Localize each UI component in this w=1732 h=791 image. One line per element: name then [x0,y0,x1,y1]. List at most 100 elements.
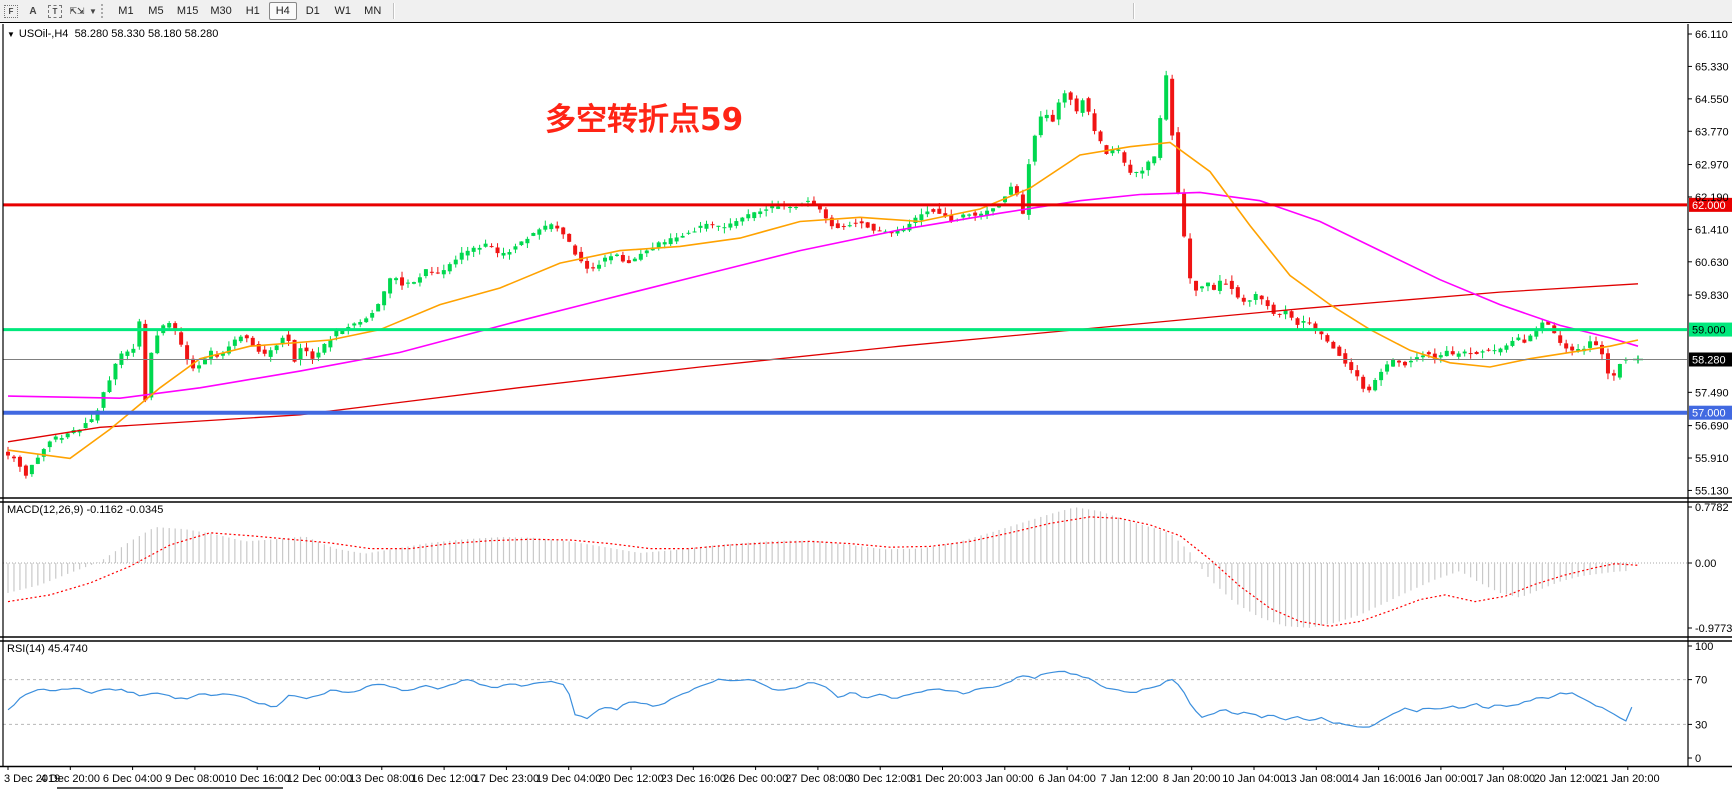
candle [847,225,852,227]
candle [167,323,172,328]
candle [1325,335,1330,342]
candle [471,247,476,252]
candle [1038,116,1043,136]
timeframe-button-MN[interactable]: MN [364,5,382,17]
candle [1588,341,1593,348]
timeframe-button-D1[interactable]: D1 [305,5,320,17]
candle [591,267,596,269]
candle [644,250,649,254]
time-axis-label: 17 Dec 23:00 [474,773,539,785]
price-axis-label: 59.830 [1695,290,1729,302]
candle [579,251,584,262]
candle [65,433,70,438]
candle [692,231,697,233]
timeframe-button-H1[interactable]: H1 [245,5,260,17]
candle [549,224,554,230]
time-axis-label: 27 Dec 08:00 [785,773,850,785]
candle [752,212,757,219]
candle [1140,170,1145,174]
candle [698,225,703,228]
macd-axis-label: -0.9773 [1695,623,1732,635]
candle [244,335,249,339]
candle [1152,156,1157,164]
macd-pane[interactable] [3,507,1688,628]
candle [519,241,524,246]
candle [674,237,679,242]
candle [1594,341,1599,346]
candle [1265,300,1270,307]
candle [1480,351,1485,353]
letter-a-label-icon[interactable]: A [29,5,37,17]
candle [238,336,243,342]
candle [931,209,936,212]
timeframe-button-M30[interactable]: M30 [210,5,232,17]
timeframe-button-W1[interactable]: W1 [334,5,351,17]
candle [1510,340,1515,346]
candle [382,291,387,306]
candle [1247,300,1252,302]
candle [286,334,291,341]
candle [41,449,46,457]
candle [453,259,458,265]
candle [597,264,602,269]
candle [537,229,542,235]
price-pane[interactable] [3,70,1688,479]
timeframe-button-H4[interactable]: H4 [268,2,297,20]
candle [1194,280,1199,291]
candle [429,271,434,273]
candle [805,200,810,202]
candle [758,211,763,215]
candle [376,304,381,312]
time-axis-label: 6 Jan 04:00 [1038,773,1096,785]
price-axis-label: 62.970 [1695,160,1729,172]
candle [704,223,709,229]
time-axis-label: 20 Jan 12:00 [1534,773,1598,785]
candle [1558,335,1563,343]
chart-annotation-text[interactable]: 多空转折点59 [545,102,744,138]
candle [1355,370,1360,377]
candle [710,224,715,226]
symbol-dropdown-icon[interactable]: ▼ [7,30,15,39]
arrow-styles-icon[interactable]: ⇱⇲ [69,5,85,16]
candle [1426,352,1431,355]
candle [274,345,279,351]
text-object-icon[interactable]: T [46,3,64,19]
candle [525,238,530,244]
candle [1498,348,1503,353]
candle [1540,322,1545,331]
candle [1086,98,1091,112]
chart-grid-f-icon[interactable]: F [2,3,20,19]
candle [328,339,333,348]
candle [310,351,315,359]
toolbar-grip[interactable] [100,4,107,18]
timeframe-button-M5[interactable]: M5 [148,5,164,17]
candle [489,246,494,248]
symbol-name: USOil-,H4 [18,28,69,40]
candle [1504,345,1509,350]
candle [764,209,769,211]
price-axis-label: 61.410 [1695,224,1729,236]
dropdown-caret-icon[interactable]: ▼ [89,6,97,16]
rsi-pane[interactable] [3,670,1688,728]
candle [531,232,536,236]
candle [501,252,506,256]
timeframe-button-M15[interactable]: M15 [176,5,199,17]
candle [877,230,882,232]
rsi-axis-label: 0 [1695,753,1701,765]
candle [405,282,410,284]
candle [1486,349,1491,351]
price-axis-label: 55.910 [1695,453,1729,465]
candle [1122,152,1127,163]
candle [507,252,512,255]
time-axis-label: 21 Jan 20:00 [1596,773,1660,785]
candle [29,464,34,475]
candle [907,223,912,231]
candle [495,247,500,254]
time-axis-label: 30 Dec 12:00 [847,773,912,785]
svg-text:59.000: 59.000 [1692,325,1726,337]
candle [280,337,285,345]
timeframe-button-M1[interactable]: M1 [118,5,134,17]
price-badge-57.000: 57.000 [1689,405,1732,420]
candle [17,456,22,467]
